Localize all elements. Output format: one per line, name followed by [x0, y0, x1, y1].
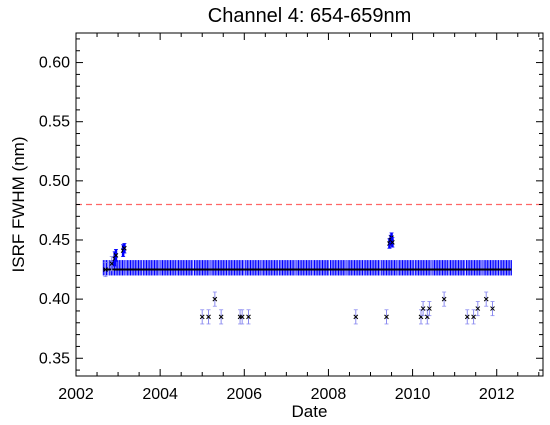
data-point [390, 237, 395, 248]
point-marker [427, 306, 432, 311]
y-axis-label: ISRF FWHM (nm) [9, 137, 28, 273]
x-tick-label: 2012 [479, 386, 515, 403]
y-tick-label: 0.50 [39, 173, 70, 190]
point-marker [384, 314, 389, 320]
data-point [483, 291, 489, 307]
x-axis-label: Date [292, 402, 328, 421]
point-marker [113, 253, 119, 258]
main-band [102, 260, 512, 276]
point-marker [199, 314, 205, 320]
x-tick-label: 2010 [395, 386, 431, 403]
point-marker [390, 239, 395, 245]
point-marker [246, 314, 251, 320]
point-marker [353, 314, 359, 320]
data-point [490, 301, 495, 317]
data-point [103, 262, 108, 278]
data-point [427, 301, 432, 317]
y-tick-label: 0.55 [39, 114, 70, 131]
y-tick-label: 0.45 [39, 232, 70, 249]
data-point [418, 309, 424, 325]
point-marker [475, 306, 481, 311]
x-tick-label: 2008 [311, 386, 347, 403]
axis-ticks: 2002 2004 2006 2008 2010 2012 0.35 0.40 0.45 0.50… [39, 33, 543, 403]
x-tick-label: 2004 [142, 386, 178, 403]
data-point [246, 309, 251, 325]
point-marker [109, 261, 115, 266]
x-tick-label: 2006 [226, 386, 262, 403]
point-marker [420, 306, 426, 311]
data-points [103, 232, 495, 325]
point-marker [239, 314, 245, 320]
main-band-errorbars [102, 260, 512, 276]
plot-frame [75, 32, 544, 377]
data-point [206, 309, 211, 325]
data-point [471, 309, 476, 325]
data-point [384, 309, 389, 325]
data-point [199, 309, 205, 325]
x-tick-label: 2002 [58, 386, 94, 403]
point-marker [212, 296, 218, 302]
data-point [212, 291, 218, 307]
point-marker [471, 314, 476, 320]
point-marker [103, 267, 108, 272]
point-marker [206, 314, 211, 320]
data-point [218, 309, 224, 325]
y-tick-label: 0.60 [39, 55, 70, 72]
y-tick-label: 0.40 [39, 291, 70, 308]
data-point [424, 309, 430, 325]
data-point [464, 309, 470, 325]
data-point [353, 309, 359, 325]
point-marker [464, 314, 470, 320]
chart-title: Channel 4: 654-659nm [208, 5, 411, 27]
data-point [475, 301, 481, 317]
data-point [239, 309, 245, 325]
point-marker [441, 296, 447, 302]
point-marker [122, 245, 127, 251]
data-point [441, 291, 447, 307]
data-point [113, 249, 119, 262]
data-point [109, 256, 115, 272]
point-marker [490, 306, 495, 311]
y-tick-label: 0.35 [39, 350, 70, 367]
data-point [122, 243, 127, 254]
point-marker [218, 314, 224, 320]
data-point [420, 301, 426, 317]
point-marker [483, 296, 489, 302]
